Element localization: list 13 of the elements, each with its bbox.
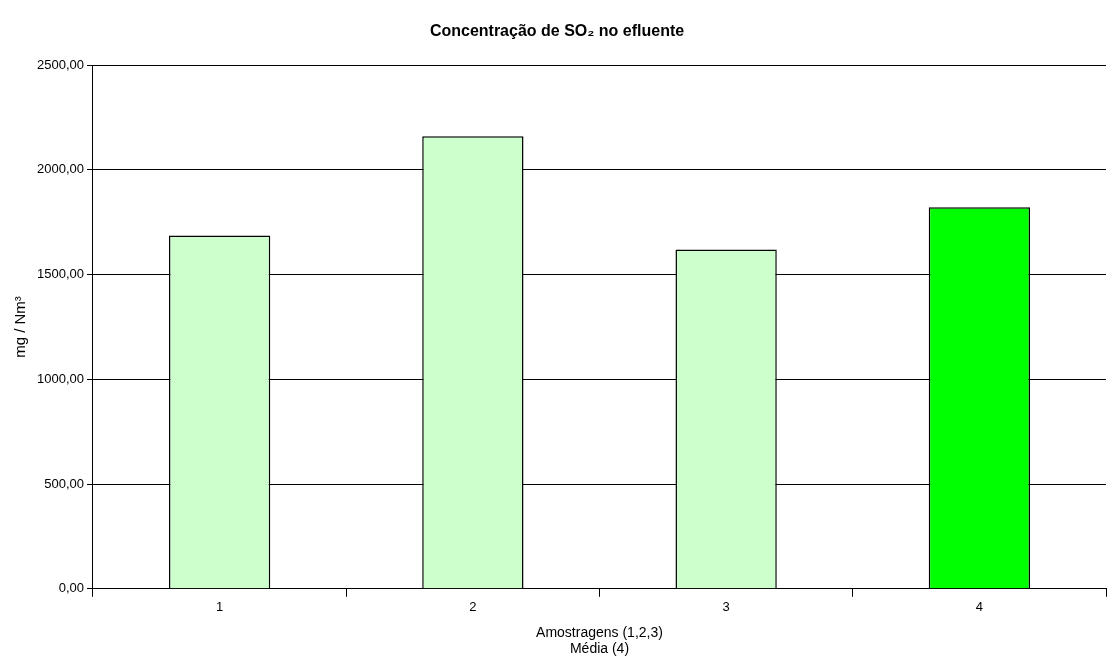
y-tick-label: 2000,00 — [36, 161, 84, 177]
y-axis-title: mg / Nm³ — [11, 296, 29, 358]
y-tick-label: 1000,00 — [36, 370, 84, 386]
y-tick-label: 1500,00 — [36, 266, 84, 282]
y-tick-label: 2500,00 — [36, 56, 84, 72]
x-tick-label: 2 — [469, 599, 477, 615]
y-tick-label: 500,00 — [44, 475, 84, 491]
x-tick-label: 4 — [975, 599, 983, 615]
chart-title: Concentração de SO₂ no efluente — [429, 22, 685, 40]
x-axis-title: Amostragens (1,2,3) Média (4) — [536, 623, 663, 657]
x-tick-label: 3 — [722, 599, 730, 615]
x-tick-label: 1 — [216, 599, 224, 615]
y-tick-label: 0,00 — [58, 580, 84, 596]
